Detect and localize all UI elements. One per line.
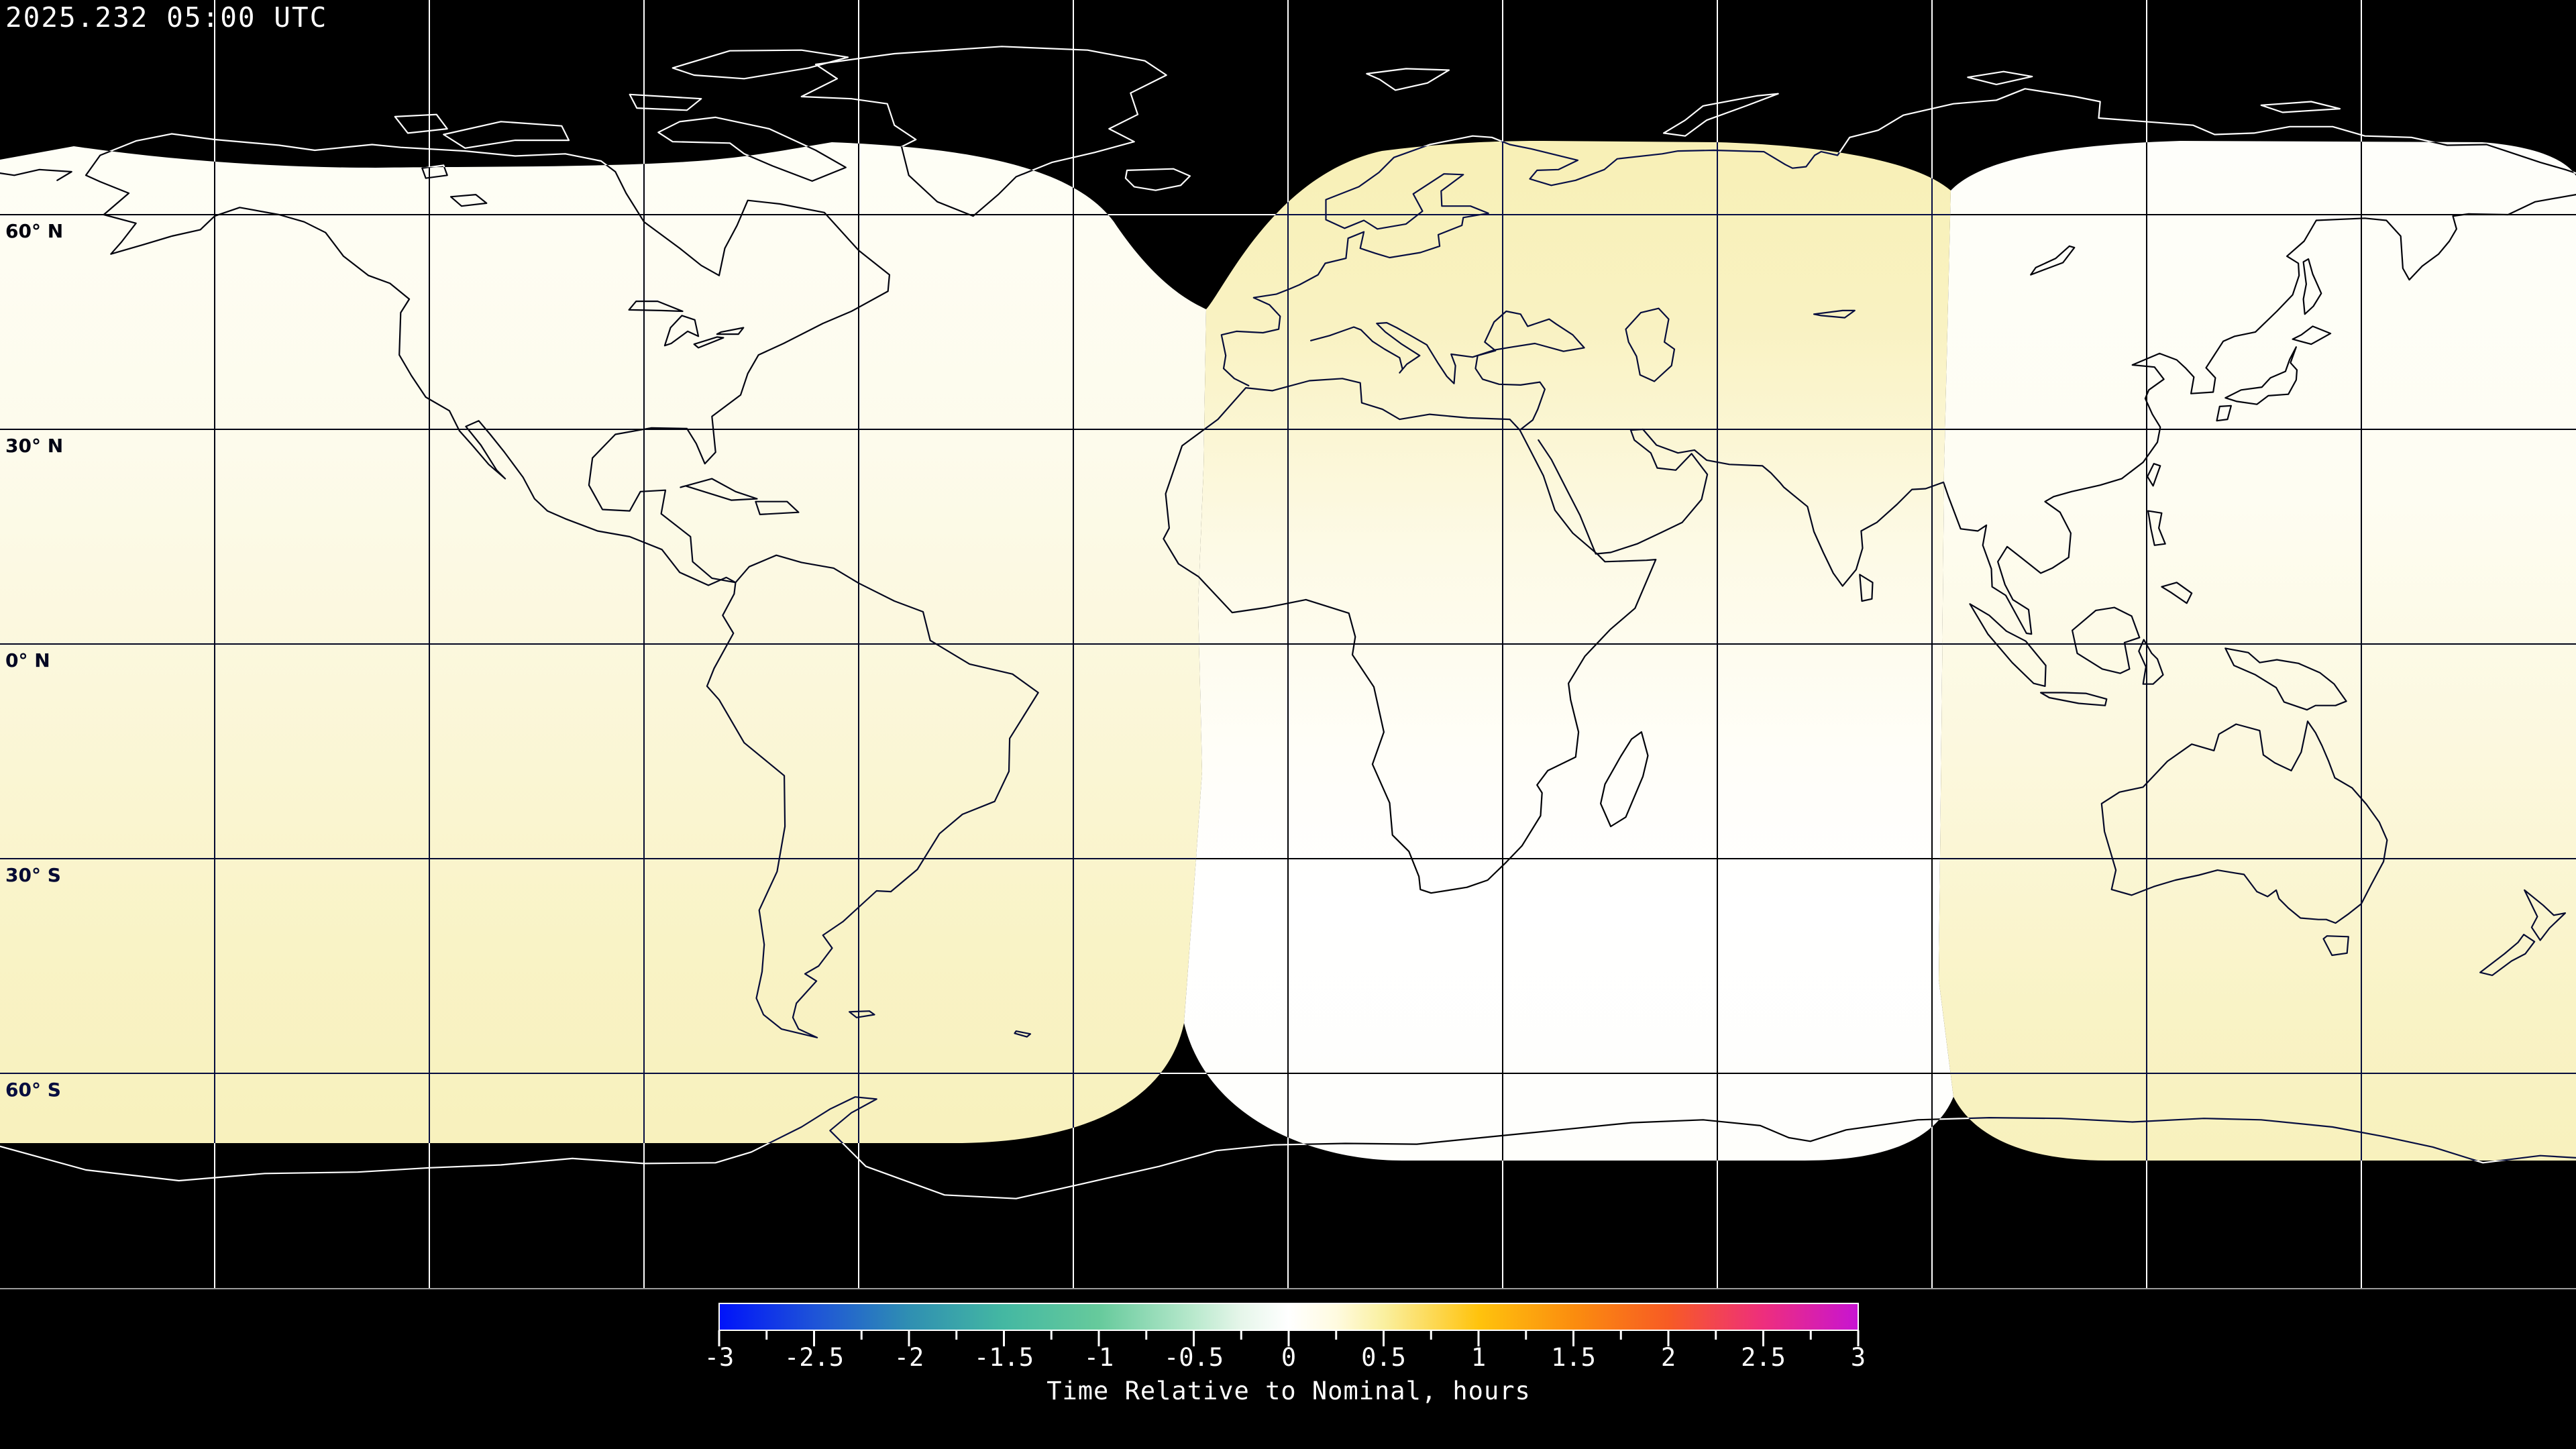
timestamp: 2025.232 05:00 UTC	[5, 1, 328, 34]
latitude-label: 0° N	[5, 649, 50, 672]
coastline	[1662, 93, 1779, 137]
colorbar-ticks	[718, 1330, 1860, 1346]
coastline	[1366, 68, 1450, 91]
coastline	[2260, 101, 2341, 113]
latitude-label: 30° N	[5, 435, 64, 457]
coastline	[2072, 606, 2141, 674]
colorbar-tick-label: -0.5	[1163, 1343, 1224, 1372]
coastline	[800, 46, 1167, 217]
coastline	[1220, 88, 2576, 387]
colorbar-gradient	[718, 1303, 1859, 1331]
coastline	[2479, 933, 2536, 977]
coastline	[706, 554, 1039, 1038]
coastline	[2161, 582, 2193, 604]
coastlines	[0, 46, 2576, 1199]
coastline	[1309, 310, 1585, 431]
coastline	[2322, 935, 2349, 957]
coastline	[1538, 194, 2576, 635]
latitude-label: 60° N	[5, 220, 64, 242]
swath-americas	[0, 142, 1206, 1143]
coastline	[2147, 510, 2166, 546]
latitude-label: 30° S	[5, 864, 61, 886]
colorbar-tick-label: -3	[704, 1343, 735, 1372]
colorbar-tick-label: 1.5	[1551, 1343, 1596, 1372]
graticule-and-coastlines	[0, 0, 2576, 1289]
coastline	[2224, 647, 2347, 711]
coastline	[1969, 603, 2047, 688]
coastline	[672, 49, 849, 80]
colorbar-tick-label: -1	[1083, 1343, 1114, 1372]
colorbar-tick-label: 3	[1850, 1343, 1866, 1372]
coastline	[2292, 325, 2332, 345]
latitude-label: 60° S	[5, 1079, 61, 1101]
coastline	[657, 116, 847, 182]
coastline	[2224, 346, 2298, 405]
colorbar-tick-label: 0.5	[1361, 1343, 1406, 1372]
coastline	[716, 327, 745, 335]
coastline	[2030, 245, 2076, 276]
colorbar-tick-label: 2	[1660, 1343, 1676, 1372]
coastline	[755, 500, 800, 516]
coastline	[1625, 307, 1676, 382]
coastline	[663, 315, 700, 347]
graticule	[0, 0, 2576, 1289]
colorbar-tick-label: -2.5	[784, 1343, 845, 1372]
coastline	[2216, 405, 2232, 422]
coastline	[629, 93, 702, 111]
coastline	[628, 301, 684, 313]
colorbar-tick-label: -2	[894, 1343, 924, 1372]
coastline	[2524, 889, 2567, 941]
colorbar-tick-label: -1.5	[973, 1343, 1034, 1372]
colorbar-tick-label: 2.5	[1741, 1343, 1786, 1372]
coastline	[693, 336, 724, 349]
coastline	[0, 1096, 2576, 1199]
coastline	[2100, 720, 2388, 924]
coastline	[1124, 168, 1191, 191]
coastline	[2147, 463, 2161, 487]
coastline	[85, 133, 891, 586]
coastline	[680, 478, 758, 501]
coastline	[443, 121, 570, 149]
coastline	[449, 194, 488, 207]
swath-europe-africa	[1184, 141, 1953, 1161]
coastline	[421, 164, 448, 179]
coastline	[0, 168, 72, 181]
coastline	[2138, 639, 2164, 685]
coastline	[2302, 258, 2322, 315]
swath-asia-australia	[1939, 141, 2576, 1161]
coastline	[848, 1010, 875, 1018]
coastline	[1967, 70, 2033, 86]
coastline	[394, 113, 448, 134]
coastline	[1014, 1030, 1032, 1038]
coastline	[1163, 378, 1657, 894]
colorbar-title: Time Relative to Nominal, hours	[1046, 1377, 1531, 1405]
coastline	[2040, 692, 2108, 706]
coastline	[1859, 574, 1874, 602]
coastline	[1813, 309, 1856, 319]
colorbar-tick-label: 1	[1470, 1343, 1487, 1372]
colorbar-tick-label: 0	[1281, 1343, 1297, 1372]
coastline	[1600, 731, 1649, 828]
